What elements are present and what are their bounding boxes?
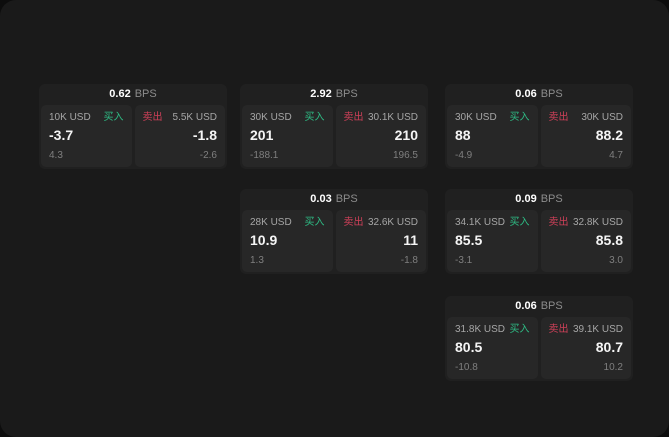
sell-tag: 卖出: [548, 112, 569, 123]
bps-card: 0.06 BPS 31.8K USD 买入 80.5 -10.8 卖出 39.1…: [445, 296, 633, 381]
sell-price: -1.8: [192, 126, 217, 143]
bps-value: 2.92: [310, 88, 332, 100]
sell-sub-value: -2.6: [199, 150, 217, 161]
sell-price: 85.8: [595, 231, 623, 248]
bps-header: 0.09 BPS: [447, 189, 631, 210]
buy-quote-panel[interactable]: 34.1K USD 买入 85.5 -3.1: [447, 210, 538, 272]
buy-amount-label: 34.1K USD: [455, 217, 506, 228]
sell-amount-label: 39.1K USD: [572, 324, 623, 335]
sell-quote-panel[interactable]: 卖出 5.5K USD -1.8 -2.6: [134, 105, 225, 167]
buy-sub-value: -188.1: [250, 150, 279, 161]
sell-sub-value: 4.7: [609, 150, 623, 161]
bps-value: 0.06: [515, 88, 537, 100]
sell-sub-value: 3.0: [609, 255, 623, 266]
sell-price: 80.7: [595, 338, 623, 355]
sell-amount-label: 5.5K USD: [172, 112, 217, 123]
sell-tag: 卖出: [548, 324, 569, 335]
buy-quote-panel[interactable]: 10K USD 买入 -3.7 4.3: [41, 105, 132, 167]
buy-sub-value: 4.3: [49, 150, 63, 161]
sell-amount-label: 32.8K USD: [572, 217, 623, 228]
sell-amount-label: 30.1K USD: [367, 112, 418, 123]
bps-card: 0.06 BPS 30K USD 买入 88 -4.9 卖出 30K USD 8…: [445, 84, 633, 169]
bps-unit: BPS: [540, 300, 563, 312]
bps-value: 0.03: [310, 193, 332, 205]
bps-header: 0.62 BPS: [41, 84, 225, 105]
sell-quote-panel[interactable]: 卖出 30K USD 88.2 4.7: [540, 105, 631, 167]
buy-tag: 买入: [103, 112, 124, 123]
buy-tag: 买入: [509, 324, 530, 335]
sell-price: 88.2: [595, 126, 623, 143]
buy-price: 10.9: [250, 231, 278, 248]
bps-unit: BPS: [134, 88, 157, 100]
buy-amount-label: 31.8K USD: [455, 324, 506, 335]
buy-amount-label: 10K USD: [49, 112, 91, 123]
bps-unit: BPS: [335, 193, 358, 205]
bps-unit: BPS: [540, 88, 563, 100]
sell-amount-label: 32.6K USD: [367, 217, 418, 228]
sell-quote-panel[interactable]: 卖出 39.1K USD 80.7 10.2: [540, 317, 631, 379]
buy-price: 201: [250, 126, 274, 143]
buy-quote-panel[interactable]: 28K USD 买入 10.9 1.3: [242, 210, 333, 272]
buy-amount-label: 30K USD: [250, 112, 292, 123]
buy-tag: 买入: [304, 112, 325, 123]
sell-quote-panel[interactable]: 卖出 30.1K USD 210 196.5: [335, 105, 426, 167]
buy-tag: 买入: [509, 217, 530, 228]
buy-sub-value: 1.3: [250, 255, 264, 266]
buy-amount-label: 28K USD: [250, 217, 292, 228]
buy-quote-panel[interactable]: 31.8K USD 买入 80.5 -10.8: [447, 317, 538, 379]
bps-unit: BPS: [335, 88, 358, 100]
bps-header: 2.92 BPS: [242, 84, 426, 105]
sell-quote-panel[interactable]: 卖出 32.8K USD 85.8 3.0: [540, 210, 631, 272]
bps-card: 0.62 BPS 10K USD 买入 -3.7 4.3 卖出 5.5K USD…: [39, 84, 227, 169]
sell-tag: 卖出: [343, 217, 364, 228]
sell-quote-panel[interactable]: 卖出 32.6K USD 11 -1.8: [335, 210, 426, 272]
buy-quote-panel[interactable]: 30K USD 买入 201 -188.1: [242, 105, 333, 167]
buy-price: -3.7: [49, 126, 74, 143]
buy-price: 80.5: [455, 338, 483, 355]
bps-value: 0.06: [515, 300, 537, 312]
buy-sub-value: -4.9: [455, 150, 473, 161]
buy-price: 88: [455, 126, 471, 143]
sell-tag: 卖出: [142, 112, 163, 123]
sell-sub-value: -1.8: [400, 255, 418, 266]
bps-header: 0.06 BPS: [447, 296, 631, 317]
buy-sub-value: -10.8: [455, 362, 478, 373]
buy-tag: 买入: [509, 112, 530, 123]
bps-card: 2.92 BPS 30K USD 买入 201 -188.1 卖出 30.1K …: [240, 84, 428, 169]
bps-header: 0.06 BPS: [447, 84, 631, 105]
bps-value: 0.62: [109, 88, 131, 100]
buy-quote-panel[interactable]: 30K USD 买入 88 -4.9: [447, 105, 538, 167]
sell-price: 210: [394, 126, 418, 143]
sell-sub-value: 196.5: [392, 150, 418, 161]
sell-tag: 卖出: [343, 112, 364, 123]
bps-unit: BPS: [540, 193, 563, 205]
bps-card: 0.09 BPS 34.1K USD 买入 85.5 -3.1 卖出 32.8K…: [445, 189, 633, 274]
buy-price: 85.5: [455, 231, 483, 248]
bps-header: 0.03 BPS: [242, 189, 426, 210]
sell-price: 11: [403, 231, 418, 248]
buy-sub-value: -3.1: [455, 255, 473, 266]
sell-tag: 卖出: [548, 217, 569, 228]
buy-amount-label: 30K USD: [455, 112, 497, 123]
bps-value: 0.09: [515, 193, 537, 205]
sell-sub-value: 10.2: [603, 362, 623, 373]
buy-tag: 买入: [304, 217, 325, 228]
sell-amount-label: 30K USD: [581, 112, 623, 123]
bps-card: 0.03 BPS 28K USD 买入 10.9 1.3 卖出 32.6K US…: [240, 189, 428, 274]
